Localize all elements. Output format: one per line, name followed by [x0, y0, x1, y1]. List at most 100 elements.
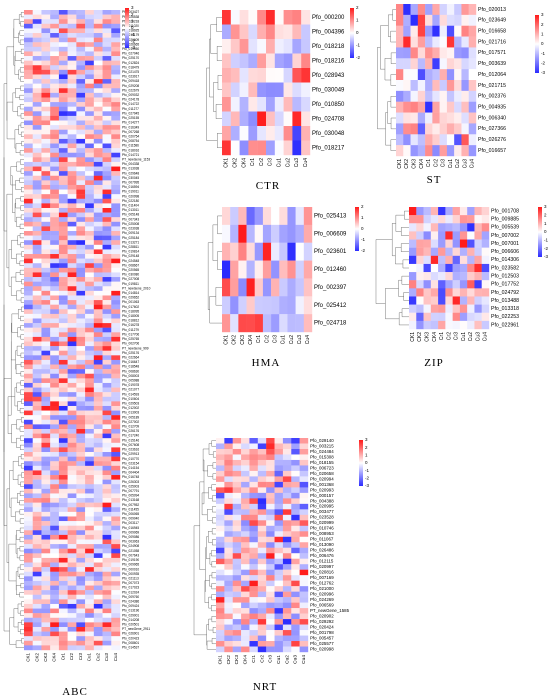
row-label: Pfo_018155 — [310, 460, 334, 465]
row-label: Pfo_021475 — [122, 70, 139, 74]
heatmap-cell — [41, 567, 51, 572]
heatmap-cell — [224, 624, 233, 631]
heatmap-cell — [93, 428, 103, 434]
heatmap-cell — [67, 92, 77, 98]
heatmap-cell — [41, 488, 51, 494]
heatmap-cell — [230, 111, 240, 127]
heatmap-cell — [93, 369, 103, 374]
heatmap-cell — [257, 597, 267, 603]
heatmap-cell — [111, 534, 121, 540]
heatmap-cell — [299, 487, 309, 494]
heatmap-cell — [41, 226, 51, 232]
legend-tick: -2 — [361, 248, 365, 253]
heatmap-cell — [41, 79, 51, 84]
heatmap-cell — [50, 180, 60, 186]
heatmap-cell — [111, 452, 121, 457]
heatmap-cell — [24, 567, 33, 572]
heatmap-cell — [417, 36, 426, 48]
heatmap-cell — [85, 69, 95, 75]
heatmap-cell — [93, 148, 103, 153]
heatmap-cell — [257, 635, 267, 642]
heatmap-cell — [76, 88, 86, 94]
column-label: CK1 — [410, 332, 416, 342]
heatmap-cell — [241, 520, 250, 526]
heatmap-cell — [41, 198, 51, 204]
column-label: Cr1 — [439, 332, 445, 340]
heatmap-cell — [102, 157, 112, 163]
heatmap-cell — [266, 24, 275, 40]
row-label: Pfo_024484 — [310, 449, 334, 454]
heatmap-cell — [85, 626, 95, 632]
heatmap-cell — [452, 255, 461, 265]
heatmap-cell — [24, 37, 33, 43]
heatmap-cell — [67, 327, 77, 333]
row-label: Pfo_017023 — [122, 586, 139, 590]
heatmap-cell — [76, 143, 86, 149]
heatmap-cell — [461, 36, 469, 48]
heatmap-cell — [67, 148, 77, 153]
legend-tick: -1 — [541, 51, 545, 56]
heatmap-cell — [41, 378, 51, 384]
row-label: Pfo_026276 — [478, 137, 506, 143]
heatmap-cell — [76, 369, 86, 374]
heatmap-cell — [249, 438, 259, 444]
heatmap-cell — [76, 447, 86, 453]
heatmap-cell — [454, 134, 462, 146]
heatmap-cell — [102, 590, 112, 595]
heatmap-cell — [76, 346, 86, 351]
heatmap-cell — [24, 622, 33, 628]
heatmap-cell — [67, 359, 77, 365]
heatmap-cell — [111, 65, 121, 71]
heatmap-cell — [102, 244, 112, 250]
heatmap-cell — [410, 58, 419, 70]
heatmap-cell — [93, 60, 103, 66]
heatmap-cell — [41, 171, 51, 176]
heatmap-cell — [222, 140, 231, 156]
heatmap-cell — [102, 290, 112, 296]
heatmap-cell — [58, 323, 68, 328]
heatmap-cell — [50, 355, 60, 361]
heatmap-cell — [50, 640, 60, 646]
row-label: Pfo_014814 — [122, 291, 139, 295]
heatmap-cell — [224, 476, 233, 483]
heatmap-cell — [32, 74, 42, 80]
heatmap-cell — [50, 212, 60, 218]
heatmap-cell — [41, 161, 51, 167]
heatmap-cell — [24, 46, 33, 52]
row-label: Pfo_021113 — [122, 576, 139, 580]
heatmap-cell — [102, 309, 112, 315]
heatmap-cell — [24, 14, 33, 20]
heatmap-cell — [454, 69, 462, 81]
heatmap-cell — [461, 47, 469, 59]
heatmap-cell — [111, 369, 121, 374]
heatmap-cell — [102, 166, 112, 172]
heatmap-cell — [58, 452, 68, 457]
heatmap-cell — [216, 635, 225, 642]
heatmap-ctr: Pfo_000200Pfo_004396Pfo_018218Pfo_018216… — [206, 5, 360, 192]
heatmap-cell — [50, 33, 60, 38]
heatmap-cell — [238, 242, 247, 261]
heatmap-cell — [111, 221, 121, 227]
row-label: Pfo_002376 — [478, 94, 506, 100]
heatmap-cell — [24, 373, 33, 379]
heatmap-cell — [417, 112, 426, 124]
legend-tick: 0 — [131, 25, 134, 30]
heatmap-cell — [58, 387, 68, 393]
heatmap-cell — [50, 152, 60, 158]
heatmap-cell — [24, 19, 33, 25]
heatmap-cell — [41, 134, 51, 140]
heatmap-cell — [403, 80, 411, 92]
heatmap-cell — [111, 355, 121, 361]
heatmap-cell — [93, 442, 103, 448]
heatmap-cell — [282, 481, 292, 488]
heatmap-cell — [417, 145, 426, 157]
heatmap-cell — [32, 69, 42, 75]
heatmap-cell — [85, 56, 95, 61]
heatmap-cell — [301, 126, 311, 141]
heatmap-cell — [403, 145, 411, 157]
row-label: Pfo_018812 — [122, 319, 139, 323]
heatmap-cell — [76, 129, 86, 135]
heatmap-cell — [111, 590, 121, 595]
heatmap-cell — [24, 125, 33, 130]
heatmap-cell — [417, 80, 426, 92]
